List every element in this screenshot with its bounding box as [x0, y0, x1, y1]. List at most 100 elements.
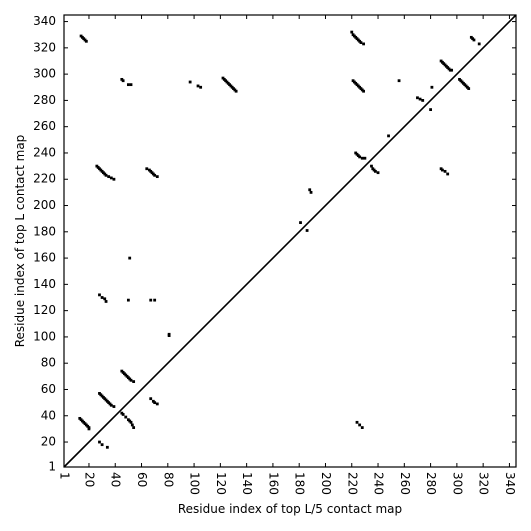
contact-point: [167, 334, 171, 338]
contact-point: [84, 39, 88, 43]
y-tick-label: 240: [33, 145, 56, 159]
y-tick-label: 120: [33, 303, 56, 317]
y-tick-label: 1: [48, 460, 56, 474]
x-tick-label: 80: [161, 472, 175, 487]
contact-point: [360, 426, 364, 429]
contact-point: [109, 403, 113, 407]
contact-point: [360, 156, 364, 160]
y-tick-label: 140: [33, 277, 56, 291]
contact-point: [121, 413, 125, 416]
contact-point: [104, 173, 108, 177]
y-tick-label: 160: [33, 251, 56, 265]
contact-point: [129, 83, 133, 87]
x-tick-label: 320: [477, 472, 491, 495]
plot-frame: [63, 14, 517, 468]
contact-point: [149, 298, 153, 302]
contact-point: [355, 420, 359, 424]
contact-point: [153, 173, 157, 177]
x-tick-label: 140: [240, 472, 254, 495]
contact-point: [477, 42, 481, 46]
y-tick-label: 260: [33, 119, 56, 133]
contact-point: [132, 426, 136, 429]
contact-point: [359, 41, 363, 44]
y-tick-label: 280: [33, 93, 56, 107]
contact-point: [370, 164, 373, 168]
contact-point: [129, 420, 133, 424]
contact-point: [430, 85, 434, 89]
x-tick-label: 20: [82, 472, 96, 487]
contact-point: [362, 89, 365, 93]
contact-point: [443, 169, 447, 173]
contact-point: [418, 97, 422, 101]
x-tick-label: 1: [58, 472, 72, 480]
contact-point: [109, 176, 113, 180]
diagonal-line: [63, 14, 517, 468]
contact-point: [299, 221, 302, 225]
contact-point: [104, 300, 108, 303]
contact-point: [188, 80, 192, 84]
contact-point: [467, 87, 471, 90]
contact-point: [145, 167, 149, 171]
contact-point: [112, 177, 116, 181]
x-tick-label: 300: [450, 472, 464, 495]
contact-point: [126, 298, 130, 302]
contact-point: [363, 156, 367, 160]
y-tick-label: 80: [41, 356, 56, 370]
contact-point: [126, 83, 130, 87]
contact-point: [121, 79, 125, 83]
contact-point: [446, 172, 450, 176]
x-tick-label: 280: [424, 472, 438, 495]
contact-point: [234, 89, 238, 93]
contact-point: [153, 298, 157, 302]
x-tick-label: 160: [266, 472, 280, 495]
contact-point: [155, 175, 159, 179]
x-tick-label: 60: [135, 472, 149, 487]
contact-point: [397, 79, 401, 83]
contact-point: [376, 171, 380, 175]
contact-point: [105, 445, 109, 449]
contact-point: [358, 155, 362, 159]
contact-point: [305, 229, 309, 232]
contact-point: [358, 423, 362, 427]
y-tick-label: 100: [33, 329, 56, 343]
x-tick-label: 260: [398, 472, 412, 495]
y-tick-label: 20: [41, 435, 56, 449]
y-axis-label: Residue index of top L contact map: [13, 135, 27, 348]
contact-point: [153, 401, 157, 405]
contact-point: [416, 96, 419, 100]
y-tick-label: 340: [33, 14, 56, 28]
contact-point: [441, 168, 444, 172]
x-axis-label: Residue index of top L/5 contact map: [178, 502, 402, 516]
contact-point: [196, 84, 200, 88]
x-tick-label: 100: [188, 472, 202, 495]
contact-point: [472, 38, 476, 42]
contact-point: [199, 85, 203, 89]
contact-point: [98, 440, 101, 444]
x-tick-label: 180: [293, 472, 307, 495]
contact-point: [450, 68, 454, 72]
contact-point: [132, 380, 136, 383]
contact-point: [362, 42, 365, 46]
x-tick-label: 40: [109, 472, 123, 487]
contact-point: [107, 175, 111, 179]
contact-point: [155, 402, 159, 406]
y-tick-label: 220: [33, 172, 56, 186]
contact-point: [129, 378, 133, 382]
contact-point: [112, 405, 116, 408]
contact-point: [103, 297, 107, 301]
contact-point: [387, 134, 390, 138]
y-tick-label: 40: [41, 408, 56, 422]
contact-point: [308, 188, 312, 192]
y-tick-label: 200: [33, 198, 56, 212]
y-tick-label: 60: [41, 382, 56, 396]
contact-point: [350, 30, 354, 34]
y-tick-label: 320: [33, 40, 56, 54]
contact-point: [309, 190, 313, 194]
contact-point: [87, 427, 91, 431]
x-tick-label: 240: [372, 472, 386, 495]
contact-point: [124, 415, 128, 419]
contact-point: [100, 296, 104, 299]
y-tick-label: 180: [33, 224, 56, 238]
x-tick-label: 220: [345, 472, 359, 495]
contact-point: [98, 293, 101, 297]
